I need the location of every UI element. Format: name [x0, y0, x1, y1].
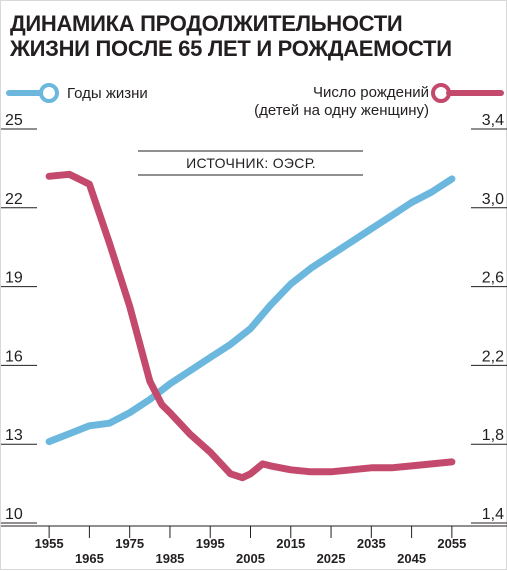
- x-tick-label: 1955: [35, 536, 64, 551]
- y-right-tick-label: 1,8: [482, 427, 504, 444]
- y-right-tick-label: 3,0: [482, 191, 504, 208]
- series-line-life-years: [45, 175, 456, 446]
- x-tick-label: 1965: [75, 551, 104, 566]
- legend: Годы жизни Число рождений (детей на одну…: [6, 83, 504, 119]
- x-tick-label: 2035: [357, 536, 386, 551]
- y-right-tick-label: 2,6: [482, 270, 504, 287]
- x-tick-label: 2015: [276, 536, 305, 551]
- x-tick-label: 1995: [196, 536, 225, 551]
- y-left-tick-label: 19: [5, 270, 23, 287]
- series-line-births: [45, 170, 456, 482]
- y-left-tick-label: 22: [5, 191, 23, 208]
- y-right-tick-label: 2,2: [482, 348, 504, 365]
- chart-subtitle: ЖИЗНИ ПОСЛЕ 65 ЛЕТ И РОЖДАЕМОСТИ: [10, 36, 452, 61]
- x-tick-label: 2055: [437, 536, 466, 551]
- y-right-tick-label: 3,4: [482, 112, 504, 129]
- legend-marker-life-years: [39, 83, 59, 103]
- x-tick-label: 1975: [115, 536, 144, 551]
- x-axis: 1955 1975 1995 2015 2035 2055 1965 1985 2005 2025…: [1, 525, 507, 566]
- x-tick-label: 2005: [236, 551, 265, 566]
- y-axis-right: 3,4 3,0 2,6 2,2 1,8 1,4: [471, 112, 507, 524]
- chart-title: ДИНАМИКА ПРОДОЛЖИТЕЛЬНОСТИ: [10, 11, 403, 36]
- x-tick-label: 1985: [155, 551, 184, 566]
- y-right-tick-label: 1,4: [482, 506, 504, 523]
- x-tick-label: 2025: [317, 551, 346, 566]
- series-layer: [45, 170, 456, 482]
- legend-label-births-unit: (детей на одну женщину): [254, 102, 429, 119]
- source-note: ИСТОЧНИК: ОЭСР.: [138, 150, 363, 176]
- source-text: ИСТОЧНИК: ОЭСР.: [186, 155, 316, 171]
- y-axis-left: 25 22 19 16 13 10: [1, 112, 37, 524]
- legend-label-life-years: Годы жизни: [67, 85, 148, 102]
- y-left-tick-label: 25: [5, 112, 23, 129]
- legend-label-births: Число рождений: [313, 84, 429, 101]
- y-left-tick-label: 13: [5, 427, 23, 444]
- y-left-tick-label: 16: [5, 348, 23, 365]
- y-left-tick-label: 10: [5, 506, 23, 523]
- x-tick-label: 2045: [397, 551, 426, 566]
